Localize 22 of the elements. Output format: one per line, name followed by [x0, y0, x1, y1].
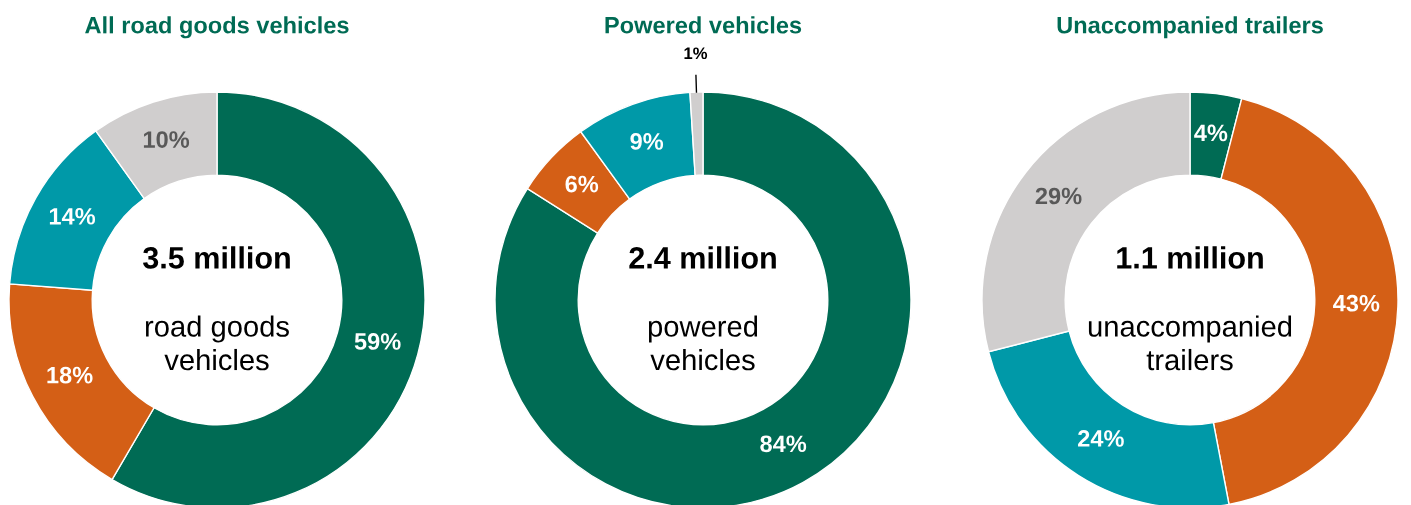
- text: 2.4 million: [629, 246, 776, 269]
- text: road goods vehicles: [145, 315, 289, 371]
- data-label: 1%: [684, 47, 708, 60]
- text: 3.5 million: [143, 246, 290, 269]
- data-label: 24%: [1078, 430, 1124, 447]
- text: powered vehicles: [648, 315, 758, 371]
- text: 1.1 million: [1117, 246, 1263, 269]
- chart-title: Unaccompanied trailers: [1057, 16, 1323, 39]
- data-label: 6%: [565, 175, 599, 193]
- data-label: 84%: [760, 435, 807, 453]
- donut-slice: [494, 91, 912, 505]
- data-label: 43%: [1333, 294, 1380, 312]
- data-label: 10%: [143, 131, 190, 148]
- data-label: 59%: [354, 333, 401, 350]
- data-label: 29%: [1035, 187, 1082, 205]
- data-label: 14%: [49, 207, 96, 225]
- data-label: 4%: [1194, 124, 1228, 142]
- data-label: 9%: [630, 133, 664, 150]
- chart-title: All road goods vehicles: [85, 16, 349, 39]
- text: unaccompanied trailers: [1088, 315, 1292, 371]
- chart-title: Powered vehicles: [605, 16, 802, 34]
- data-label: 18%: [47, 366, 93, 384]
